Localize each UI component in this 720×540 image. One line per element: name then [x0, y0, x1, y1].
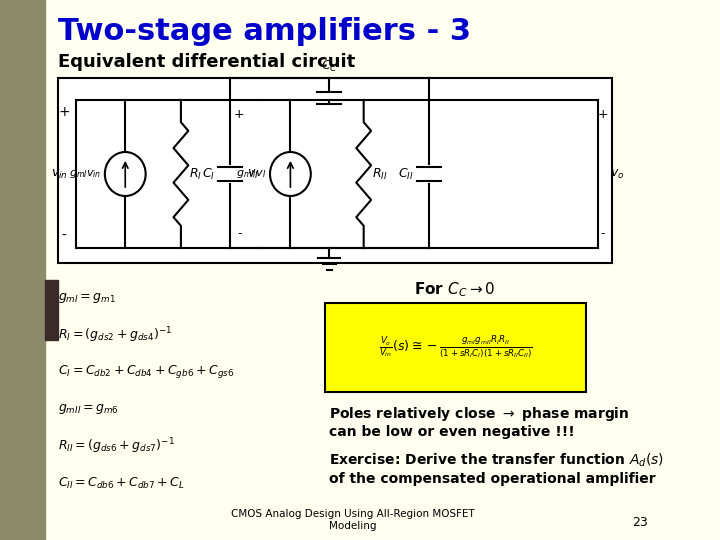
Text: -: - — [62, 229, 66, 243]
Text: $g_{mII}v_I$: $g_{mII}v_I$ — [236, 168, 266, 180]
Text: 23: 23 — [632, 516, 648, 529]
Text: Equivalent differential circuit: Equivalent differential circuit — [58, 53, 355, 71]
Text: -: - — [237, 227, 242, 240]
Text: $C_{II} = C_{db6} + C_{db7} + C_L$: $C_{II} = C_{db6} + C_{db7} + C_L$ — [58, 475, 184, 490]
Text: CMOS Analog Design Using All-Region MOSFET
Modeling: CMOS Analog Design Using All-Region MOSF… — [230, 509, 474, 531]
Text: +: + — [234, 107, 245, 120]
Text: +: + — [598, 107, 608, 120]
Text: $g_{mII} = g_{m6}$: $g_{mII} = g_{m6}$ — [58, 402, 118, 416]
Text: $g_{mI} = g_{m1}$: $g_{mI} = g_{m1}$ — [58, 291, 115, 305]
Ellipse shape — [105, 152, 145, 196]
Text: $R_{II}$: $R_{II}$ — [372, 166, 387, 181]
Text: $R_I = \left(g_{ds2} + g_{ds4}\right)^{-1}$: $R_I = \left(g_{ds2} + g_{ds4}\right)^{-… — [58, 325, 171, 345]
Text: +: + — [58, 105, 70, 119]
Bar — [0, 0, 45, 540]
Text: $C_C$: $C_C$ — [321, 59, 338, 74]
Text: Poles relatively close $\rightarrow$ phase margin
can be low or even negative !!: Poles relatively close $\rightarrow$ pha… — [329, 405, 630, 439]
Bar — [58, 78, 612, 263]
Text: $R_{II} = \left(g_{ds6} + g_{ds7}\right)^{-1}$: $R_{II} = \left(g_{ds6} + g_{ds7}\right)… — [58, 436, 174, 456]
Text: $C_{II}$: $C_{II}$ — [398, 166, 414, 181]
Text: Exercise: Derive the transfer function $A_d(s)$
of the compensated operational a: Exercise: Derive the transfer function $… — [329, 452, 665, 485]
Text: $v_o$: $v_o$ — [611, 167, 625, 180]
Text: $R_I$: $R_I$ — [189, 166, 202, 181]
Text: $g_{mI}v_{in}$: $g_{mI}v_{in}$ — [68, 168, 101, 180]
FancyBboxPatch shape — [325, 303, 586, 392]
Ellipse shape — [270, 152, 311, 196]
Text: For $C_C\rightarrow 0$: For $C_C\rightarrow 0$ — [414, 281, 495, 299]
Text: Two-stage amplifiers - 3: Two-stage amplifiers - 3 — [58, 17, 471, 46]
Text: $v_I$: $v_I$ — [247, 167, 258, 180]
Bar — [45, 280, 58, 340]
Text: $C_I = C_{db2} + C_{db4} + C_{gb6} + C_{gs6}$: $C_I = C_{db2} + C_{db4} + C_{gb6} + C_{… — [58, 363, 234, 381]
Text: -: - — [600, 227, 606, 240]
Text: $\frac{V_o}{V_{in}}(s) \cong -\frac{g_{mI}g_{mII}R_I R_{II}}{(1+sR_IC_I)(1+sR_{I: $\frac{V_o}{V_{in}}(s) \cong -\frac{g_{m… — [379, 335, 533, 361]
Text: $v_{in}$: $v_{in}$ — [51, 167, 68, 180]
Text: $C_I$: $C_I$ — [202, 166, 215, 181]
